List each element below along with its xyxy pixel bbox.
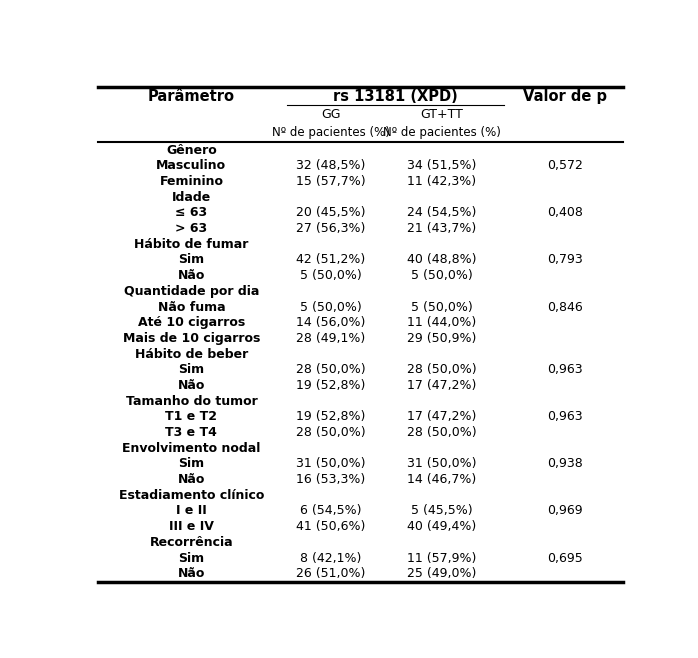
- Text: 17 (47,2%): 17 (47,2%): [407, 411, 476, 423]
- Text: 11 (42,3%): 11 (42,3%): [407, 175, 476, 188]
- Text: Sim: Sim: [178, 551, 205, 565]
- Text: ≤ 63: ≤ 63: [175, 207, 207, 219]
- Text: Recorrência: Recorrência: [149, 536, 233, 549]
- Text: Nº de pacientes (%): Nº de pacientes (%): [272, 126, 389, 139]
- Text: 16 (53,3%): 16 (53,3%): [296, 473, 365, 486]
- Text: 19 (52,8%): 19 (52,8%): [296, 379, 365, 392]
- Text: 0,938: 0,938: [547, 457, 583, 470]
- Text: 17 (47,2%): 17 (47,2%): [407, 379, 476, 392]
- Text: 28 (50,0%): 28 (50,0%): [407, 363, 476, 376]
- Text: Feminino: Feminino: [159, 175, 223, 188]
- Text: Não fuma: Não fuma: [158, 301, 225, 313]
- Text: 0,963: 0,963: [547, 363, 582, 376]
- Text: 32 (48,5%): 32 (48,5%): [296, 159, 365, 172]
- Text: 41 (50,6%): 41 (50,6%): [296, 520, 365, 533]
- Text: GG: GG: [321, 109, 341, 122]
- Text: Mais de 10 cigarros: Mais de 10 cigarros: [123, 332, 260, 345]
- Text: 0,408: 0,408: [547, 207, 583, 219]
- Text: 34 (51,5%): 34 (51,5%): [407, 159, 476, 172]
- Text: 28 (50,0%): 28 (50,0%): [407, 426, 476, 439]
- Text: Parâmetro: Parâmetro: [148, 89, 235, 104]
- Text: 5 (50,0%): 5 (50,0%): [410, 269, 473, 282]
- Text: Não: Não: [178, 269, 205, 282]
- Text: 8 (42,1%): 8 (42,1%): [300, 551, 362, 565]
- Text: 40 (48,8%): 40 (48,8%): [407, 253, 476, 266]
- Text: Sim: Sim: [178, 253, 205, 266]
- Text: 14 (56,0%): 14 (56,0%): [296, 316, 365, 329]
- Text: 21 (43,7%): 21 (43,7%): [407, 222, 476, 235]
- Text: 26 (51,0%): 26 (51,0%): [296, 567, 365, 580]
- Text: Sim: Sim: [178, 457, 205, 470]
- Text: 0,969: 0,969: [547, 505, 582, 517]
- Text: Não: Não: [178, 379, 205, 392]
- Text: Não: Não: [178, 567, 205, 580]
- Text: 28 (50,0%): 28 (50,0%): [296, 363, 366, 376]
- Text: > 63: > 63: [175, 222, 207, 235]
- Text: 15 (57,7%): 15 (57,7%): [296, 175, 366, 188]
- Text: 20 (45,5%): 20 (45,5%): [296, 207, 366, 219]
- Text: 29 (50,9%): 29 (50,9%): [407, 332, 476, 345]
- Text: 19 (52,8%): 19 (52,8%): [296, 411, 365, 423]
- Text: 40 (49,4%): 40 (49,4%): [407, 520, 476, 533]
- Text: III e IV: III e IV: [169, 520, 214, 533]
- Text: Estadiamento clínico: Estadiamento clínico: [119, 489, 264, 502]
- Text: 5 (45,5%): 5 (45,5%): [410, 505, 473, 517]
- Text: 31 (50,0%): 31 (50,0%): [296, 457, 366, 470]
- Text: 31 (50,0%): 31 (50,0%): [407, 457, 476, 470]
- Text: 25 (49,0%): 25 (49,0%): [407, 567, 476, 580]
- Text: rs 13181 (XPD): rs 13181 (XPD): [333, 89, 458, 104]
- Text: GT+TT: GT+TT: [420, 109, 463, 122]
- Text: Até 10 cigarros: Até 10 cigarros: [138, 316, 245, 329]
- Text: Valor de p: Valor de p: [523, 89, 607, 104]
- Text: 5 (50,0%): 5 (50,0%): [300, 301, 362, 313]
- Text: 42 (51,2%): 42 (51,2%): [296, 253, 365, 266]
- Text: Quantidade por dia: Quantidade por dia: [124, 285, 259, 298]
- Text: 0,572: 0,572: [547, 159, 583, 172]
- Text: Masculino: Masculino: [156, 159, 226, 172]
- Text: Hábito de fumar: Hábito de fumar: [134, 238, 248, 251]
- Text: Tamanho do tumor: Tamanho do tumor: [126, 395, 258, 408]
- Text: Sim: Sim: [178, 363, 205, 376]
- Text: T1 e T2: T1 e T2: [165, 411, 217, 423]
- Text: 28 (50,0%): 28 (50,0%): [296, 426, 366, 439]
- Text: Hábito de beber: Hábito de beber: [135, 347, 248, 361]
- Text: Nº de pacientes (%): Nº de pacientes (%): [383, 126, 500, 139]
- Text: Idade: Idade: [172, 191, 211, 204]
- Text: Envolvimento nodal: Envolvimento nodal: [122, 442, 260, 455]
- Text: I e II: I e II: [176, 505, 207, 517]
- Text: Não: Não: [178, 473, 205, 486]
- Text: T3 e T4: T3 e T4: [165, 426, 217, 439]
- Text: 5 (50,0%): 5 (50,0%): [300, 269, 362, 282]
- Text: 14 (46,7%): 14 (46,7%): [407, 473, 476, 486]
- Text: 0,695: 0,695: [547, 551, 583, 565]
- Text: 0,793: 0,793: [547, 253, 583, 266]
- Text: 28 (49,1%): 28 (49,1%): [296, 332, 365, 345]
- Text: 11 (57,9%): 11 (57,9%): [407, 551, 476, 565]
- Text: 0,846: 0,846: [547, 301, 583, 313]
- Text: 5 (50,0%): 5 (50,0%): [410, 301, 473, 313]
- Text: Gênero: Gênero: [166, 143, 217, 157]
- Text: 0,963: 0,963: [547, 411, 582, 423]
- Text: 6 (54,5%): 6 (54,5%): [300, 505, 362, 517]
- Text: 24 (54,5%): 24 (54,5%): [407, 207, 476, 219]
- Text: 27 (56,3%): 27 (56,3%): [296, 222, 365, 235]
- Text: 11 (44,0%): 11 (44,0%): [407, 316, 476, 329]
